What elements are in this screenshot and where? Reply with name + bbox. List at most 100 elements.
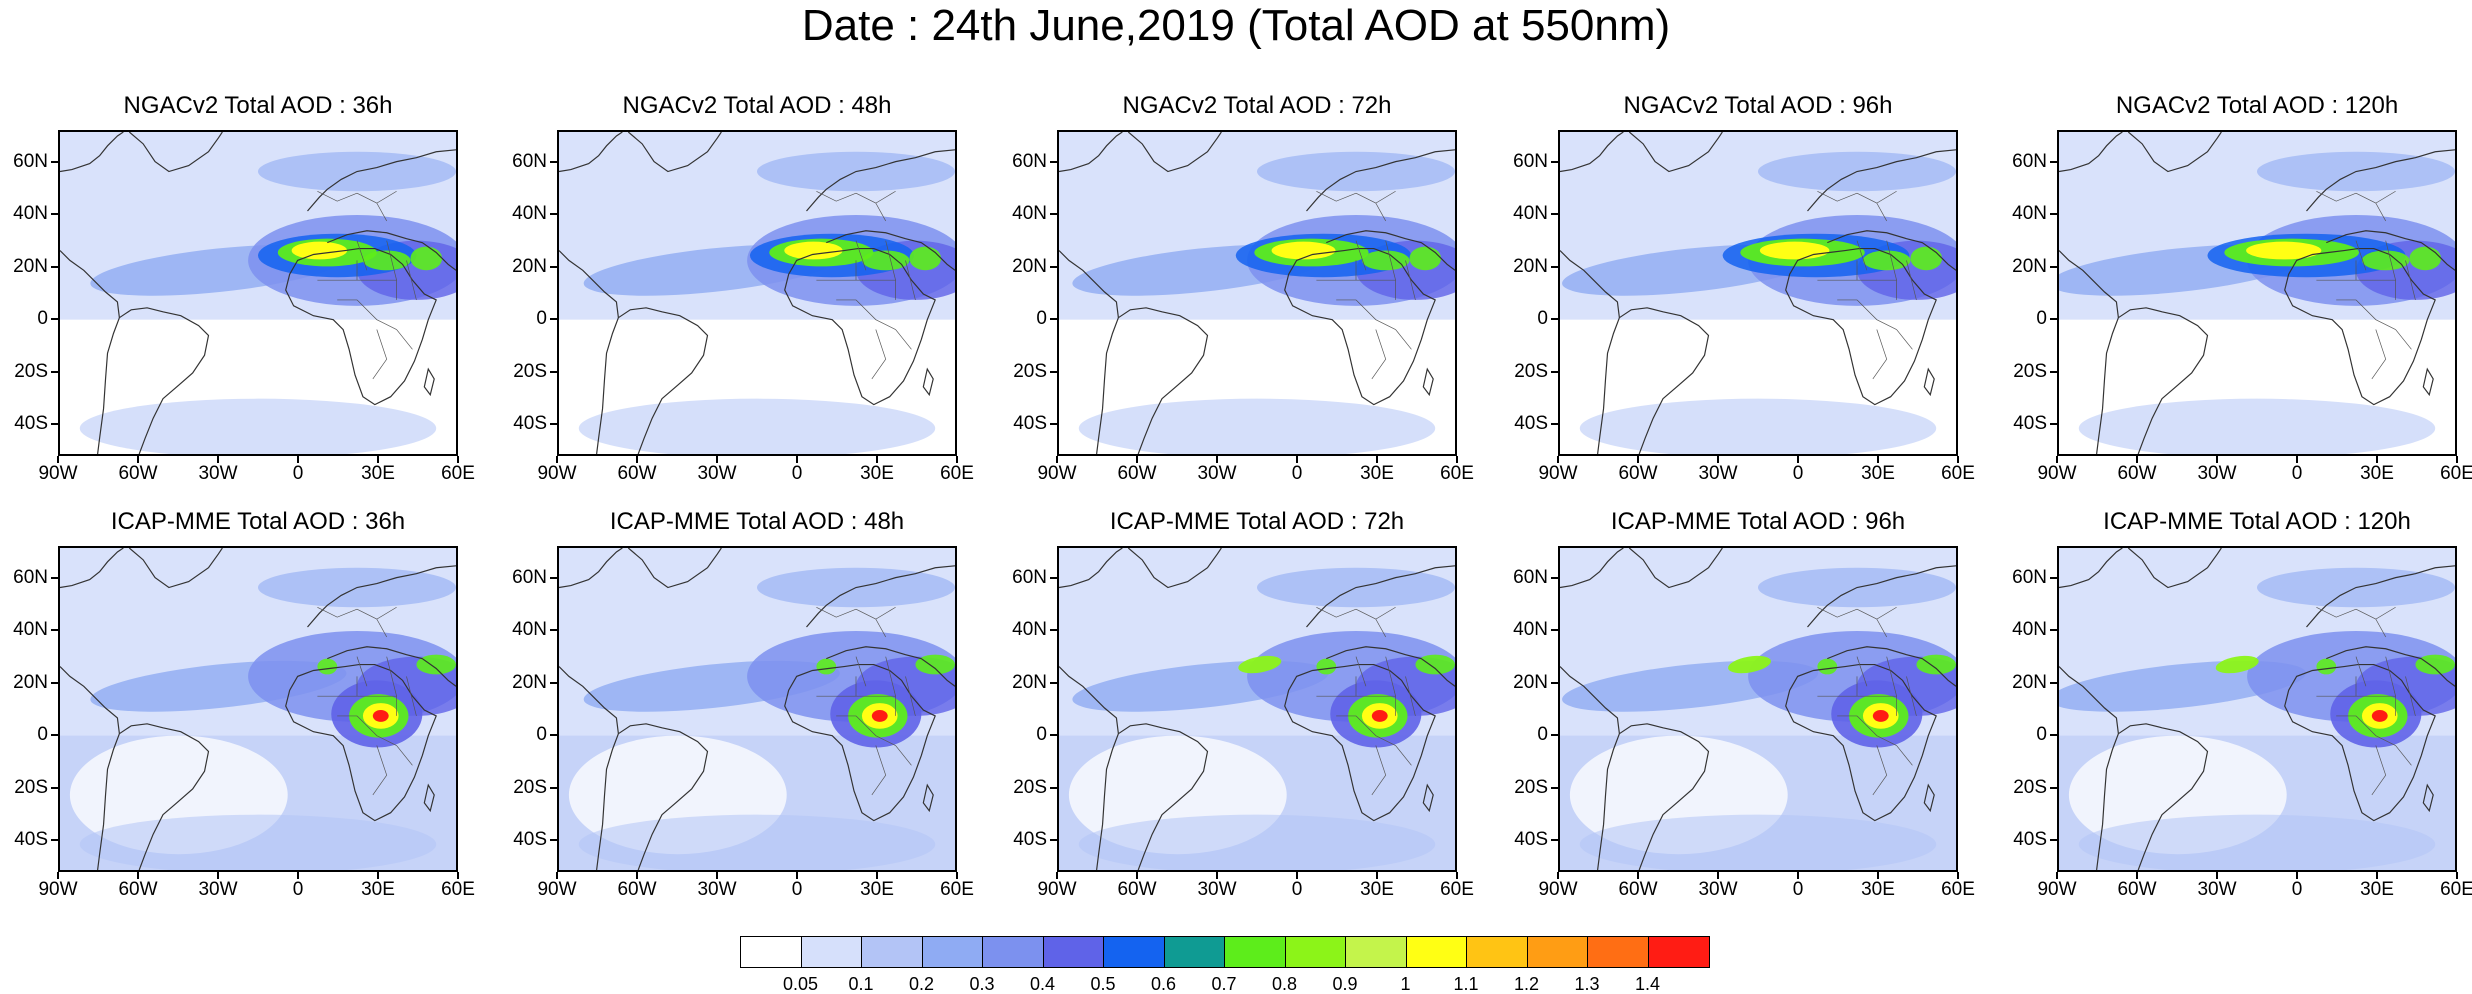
colorbar-label: 1.1 (1453, 974, 1479, 994)
lon-tick (1136, 872, 1138, 879)
aod-map (58, 130, 458, 456)
lat-tick (1050, 734, 1057, 737)
lat-tick-label: 20S (1514, 776, 1548, 798)
lat-tick (1551, 213, 1558, 216)
lon-tick-label: 30E (361, 879, 395, 900)
lon-tick (716, 456, 718, 463)
lon-tick (2296, 872, 2298, 879)
lon-tick (2376, 456, 2378, 463)
lat-tick-label: 40S (513, 413, 547, 435)
lon-tick-label: 90W (38, 463, 78, 484)
lat-tick (550, 839, 557, 842)
lon-tick (1216, 456, 1218, 463)
panel-title: NGACv2 Total AOD : 36h (123, 92, 393, 119)
lon-tick (1877, 456, 1879, 463)
lat-tick (2050, 318, 2057, 321)
lon-tick (2456, 872, 2458, 879)
lon-tick-label: 30W (1197, 463, 1237, 484)
lat-tick-label: 0 (1537, 724, 1548, 746)
colorbar-label: 0.9 (1332, 974, 1358, 994)
lat-tick-label: 40S (1514, 829, 1548, 851)
lon-tick-label: 0 (292, 463, 304, 484)
lat-tick-label: 0 (536, 724, 547, 746)
aod-field (2059, 132, 2455, 454)
lon-tick-label: 90W (537, 879, 577, 900)
lon-tick (1216, 872, 1218, 879)
lat-tick-label: 20N (1513, 255, 1548, 277)
panel-title: ICAP-MME Total AOD : 72h (1109, 508, 1405, 535)
lon-tick-label: 30W (2197, 879, 2237, 900)
lat-tick-label: 40S (2013, 829, 2047, 851)
lat-tick-label: 60N (1012, 566, 1047, 588)
lon-tick-label: 0 (2291, 879, 2303, 900)
lat-tick (2050, 265, 2057, 268)
colorbar-swatch (1346, 937, 1407, 967)
lon-tick (1637, 456, 1639, 463)
lat-tick (1551, 681, 1558, 684)
lat-tick-label: 20N (512, 671, 547, 693)
aod-map (2057, 130, 2457, 456)
lat-tick (51, 629, 58, 632)
lon-tick (876, 456, 878, 463)
lon-tick-label: 60W (2117, 879, 2157, 900)
lon-tick-label: 30E (860, 879, 894, 900)
lon-tick (137, 456, 139, 463)
figure-title: Date : 24th June,2019 (Total AOD at 550n… (801, 1, 1671, 50)
colorbar-swatch (983, 937, 1044, 967)
lon-tick-label: 90W (1538, 879, 1578, 900)
lon-tick (1376, 456, 1378, 463)
lat-tick-label: 20S (1013, 776, 1047, 798)
lon-tick (457, 872, 459, 879)
lat-tick (51, 734, 58, 737)
lon-tick (1557, 872, 1559, 879)
lon-tick-label: 60W (1117, 879, 1157, 900)
colorbar (740, 936, 1710, 968)
panel-title: ICAP-MME Total AOD : 120h (2103, 508, 2411, 535)
lon-tick-label: 60E (2440, 879, 2472, 900)
lat-tick-label: 20S (2013, 776, 2047, 798)
lon-tick (457, 456, 459, 463)
lat-tick (1050, 839, 1057, 842)
lat-tick (2050, 839, 2057, 842)
lat-tick (1050, 423, 1057, 426)
lat-tick-label: 20N (2012, 671, 2047, 693)
lon-tick (2056, 456, 2058, 463)
lat-tick (1551, 734, 1558, 737)
map-panel: NGACv2 Total AOD : 72h 60N 40N 20N 0 20S 40S 90… (1012, 92, 1474, 492)
aod-field (60, 548, 456, 870)
lat-tick-label: 20N (1012, 671, 1047, 693)
lon-tick-label: 30W (1698, 879, 1738, 900)
lat-tick (2050, 213, 2057, 216)
aod-map (1057, 546, 1457, 872)
lon-tick-label: 90W (1538, 463, 1578, 484)
colorbar-swatch (1467, 937, 1528, 967)
lon-tick-label: 60E (1440, 879, 1474, 900)
lon-tick (2296, 456, 2298, 463)
lon-tick (2376, 872, 2378, 879)
lon-tick (217, 872, 219, 879)
lon-tick (1797, 456, 1799, 463)
lon-tick (2056, 872, 2058, 879)
lat-tick-label: 20N (2012, 255, 2047, 277)
lon-tick (1056, 872, 1058, 879)
lon-tick (1797, 872, 1799, 879)
lat-tick-label: 0 (2036, 724, 2047, 746)
lat-tick (1050, 786, 1057, 789)
lat-tick (1050, 629, 1057, 632)
lon-tick-label: 60E (940, 463, 974, 484)
map-panel: ICAP-MME Total AOD : 36h 60N 40N 20N 0 20S 40S… (13, 508, 475, 908)
lat-tick-label: 40N (13, 203, 48, 225)
lat-tick-label: 0 (2036, 308, 2047, 330)
lon-tick-label: 60E (1941, 879, 1975, 900)
lon-tick (1456, 872, 1458, 879)
panel-title: NGACv2 Total AOD : 72h (1122, 92, 1392, 119)
colorbar-swatch (1104, 937, 1165, 967)
lat-tick (1050, 576, 1057, 579)
lat-tick (1551, 839, 1558, 842)
colorbar-swatch (1527, 937, 1588, 967)
lat-tick (1551, 160, 1558, 163)
lon-tick (1877, 872, 1879, 879)
lat-tick (51, 160, 58, 163)
lon-tick (2216, 872, 2218, 879)
lon-tick-label: 30W (198, 463, 238, 484)
